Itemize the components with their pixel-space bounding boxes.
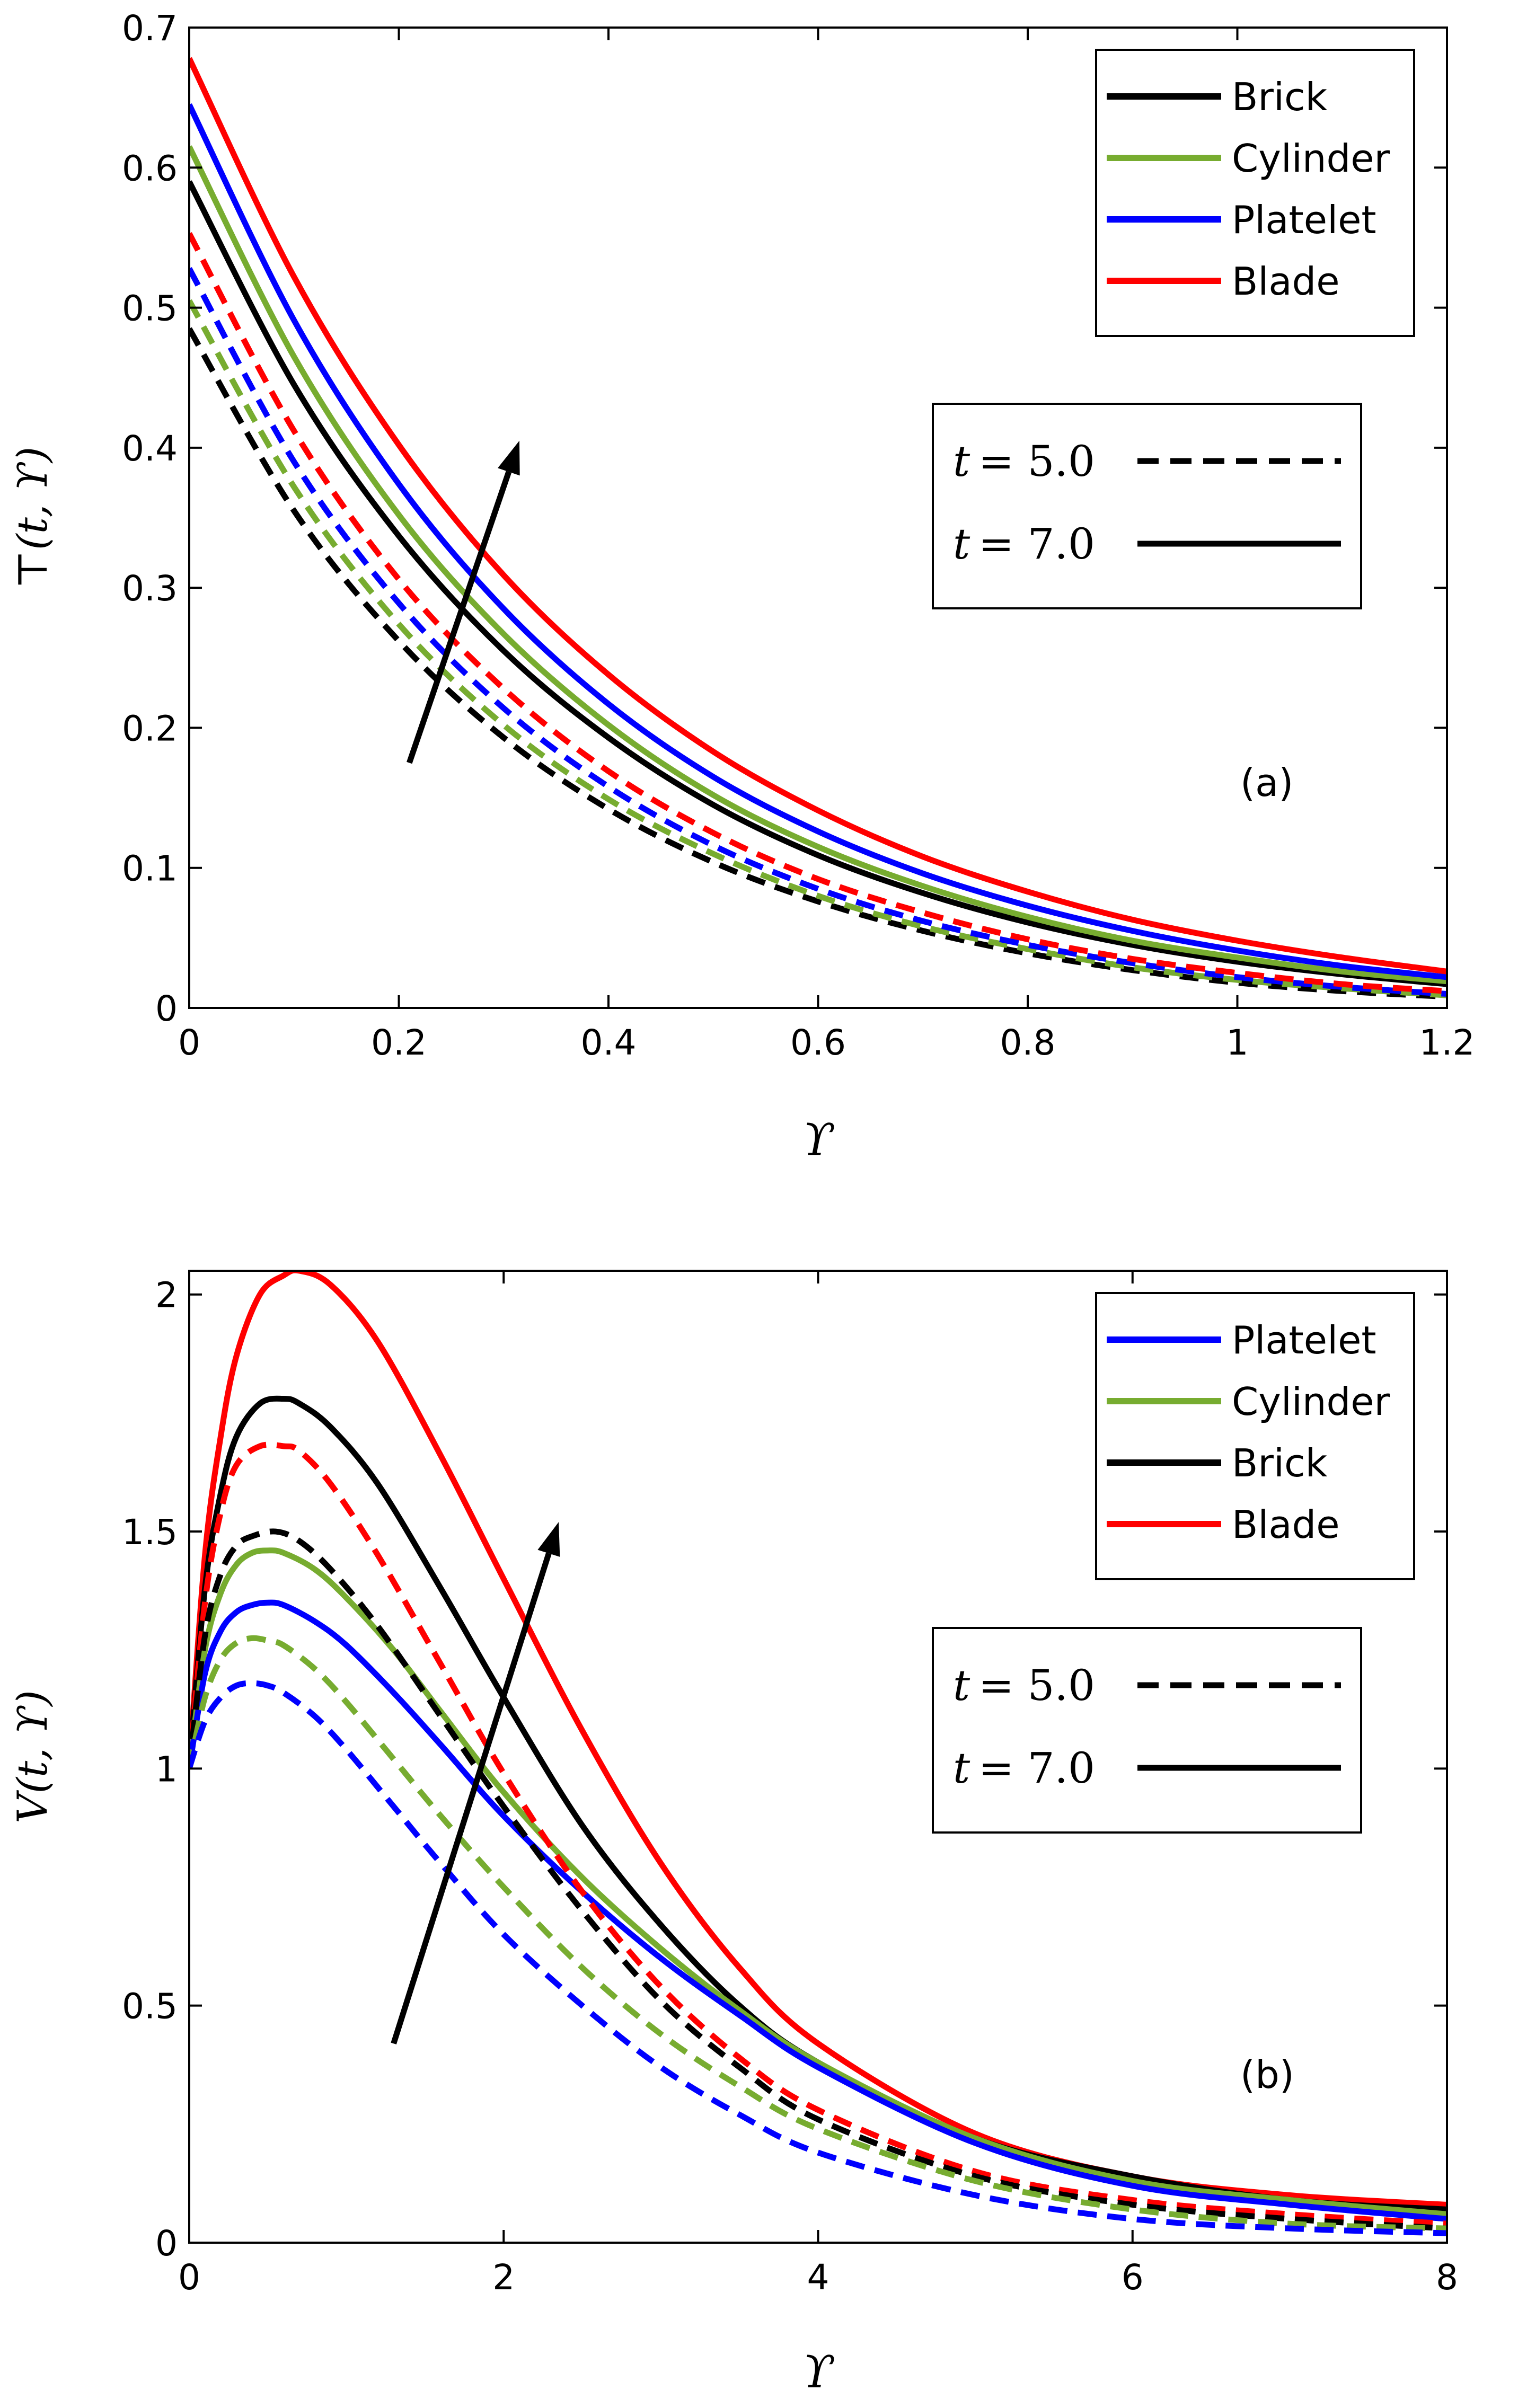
- y-tick-label: 0.6: [122, 148, 178, 189]
- trend-arrow-shaft: [407, 471, 512, 764]
- time-variable: t: [953, 437, 970, 486]
- legend-label-blade: Blade: [1232, 1502, 1340, 1547]
- time-legend-label: t = 5.0: [953, 437, 1095, 486]
- x-tick-label: 0.8: [1000, 1022, 1056, 1063]
- y-tick-label: 0.2: [122, 708, 178, 749]
- series-blade-t5: [189, 232, 1447, 994]
- legend-label-platelet: Platelet: [1232, 198, 1376, 242]
- legend-label-platelet: Platelet: [1232, 1318, 1376, 1362]
- legend-label-brick: Brick: [1232, 75, 1328, 119]
- time-variable: t: [953, 519, 970, 569]
- time-legend-label: t = 5.0: [953, 1661, 1095, 1710]
- y-tick-label: 0.1: [122, 848, 178, 889]
- time-legend-box: [932, 1627, 1362, 1834]
- y-tick-label: 0.3: [122, 568, 178, 609]
- y-axis-label: ⊤(t, ϒ): [9, 447, 57, 589]
- y-axis-label: V(t, ϒ): [9, 1690, 57, 1823]
- y-tick-label: 2: [155, 1275, 178, 1316]
- y-axis-args: (t, ϒ): [9, 447, 57, 550]
- x-tick-label: 1.2: [1419, 1022, 1475, 1063]
- legend-label-brick: Brick: [1232, 1441, 1328, 1485]
- series-group: [189, 1271, 1447, 2236]
- x-tick-label: 0.6: [790, 1022, 846, 1063]
- trend-arrow-head: [537, 1522, 560, 1557]
- time-legend: t = 5.0t = 7.0: [932, 403, 1362, 609]
- series-cylinder-t7: [189, 1547, 1447, 2217]
- legend-label-cylinder: Cylinder: [1232, 1379, 1390, 1424]
- y-tick-label: 0.5: [122, 288, 178, 329]
- x-tick-label: 6: [1122, 2257, 1144, 2298]
- x-tick-label: 0.4: [581, 1022, 637, 1063]
- trend-arrow-head: [498, 440, 520, 476]
- panel-label: (b): [1240, 2052, 1294, 2097]
- x-tick-label: 8: [1436, 2257, 1458, 2298]
- time-variable: t: [953, 1661, 970, 1710]
- y-tick-label: 1.5: [122, 1512, 178, 1553]
- time-value: = 5.0: [978, 1661, 1095, 1710]
- legend-label-blade: Blade: [1232, 259, 1340, 304]
- time-value: = 5.0: [978, 437, 1095, 486]
- time-variable: t: [953, 1743, 970, 1793]
- time-value: = 7.0: [978, 1743, 1095, 1793]
- x-tick-label: 2: [492, 2257, 515, 2298]
- x-tick-label: 4: [807, 2257, 829, 2298]
- series-group: [189, 57, 1447, 1000]
- series-cylinder-t7: [189, 145, 1447, 985]
- x-tick-label: 0.2: [371, 1022, 427, 1063]
- shape-legend: Brick Cylinder Platelet Blade: [1095, 49, 1415, 337]
- y-tick-label: 0.4: [122, 428, 178, 469]
- time-legend-box: [932, 403, 1362, 609]
- y-tick-label: 0: [155, 988, 178, 1029]
- series-platelet-t7: [189, 103, 1447, 980]
- series-brick-t5: [189, 327, 1447, 1000]
- series-cylinder-t5: [189, 1635, 1447, 2232]
- x-tick-label: 1: [1226, 1022, 1249, 1063]
- shape-legend: Platelet Cylinder Brick Blade: [1095, 1292, 1415, 1580]
- series-blade-t5: [189, 1441, 1447, 2227]
- series-blade-t7: [189, 57, 1447, 975]
- y-axis-symbol: ⊤: [9, 550, 57, 589]
- x-tick-label: 0: [178, 2257, 200, 2298]
- y-tick-label: 1: [155, 1749, 178, 1790]
- y-axis-args: (t, ϒ): [9, 1690, 57, 1793]
- series-cylinder-t5: [189, 299, 1447, 998]
- time-legend: t = 5.0t = 7.0: [932, 1627, 1362, 1834]
- series-brick-t7: [189, 180, 1447, 987]
- series-platelet-t7: [189, 1599, 1447, 2222]
- y-tick-label: 0: [155, 2223, 178, 2264]
- panel-a-temperature-chart: 0 0.2 0.4 0.6 0.8 1 1.2 0 0.1 0.2 0.3 0.4 0.5 0.6 0.7 ϒ…: [9, 8, 1475, 1166]
- series-platelet-t5: [189, 267, 1447, 997]
- panel-label: (a): [1240, 760, 1293, 805]
- time-legend-label: t = 7.0: [953, 1743, 1095, 1793]
- y-axis-symbol: V: [9, 1790, 57, 1823]
- y-tick-label: 0.7: [122, 8, 178, 49]
- legend-label-cylinder: Cylinder: [1232, 136, 1390, 181]
- time-legend-label: t = 7.0: [953, 519, 1095, 569]
- x-tick-label: 0: [178, 1022, 200, 1063]
- x-axis-label: ϒ: [803, 2346, 835, 2398]
- series-brick-t5: [189, 1528, 1447, 2232]
- y-tick-label: 0.5: [122, 1986, 178, 2027]
- series-platelet-t5: [189, 1680, 1447, 2236]
- x-axis-label: ϒ: [803, 1114, 835, 1166]
- panel-b-velocity-chart: 0 2 4 6 8 0 0.5 1 1.5 2 ϒ V(t, ϒ) Platelet Cylinder Br…: [9, 1270, 1458, 2398]
- time-value: = 7.0: [978, 519, 1095, 569]
- trend-arrow-shaft: [391, 1552, 552, 2044]
